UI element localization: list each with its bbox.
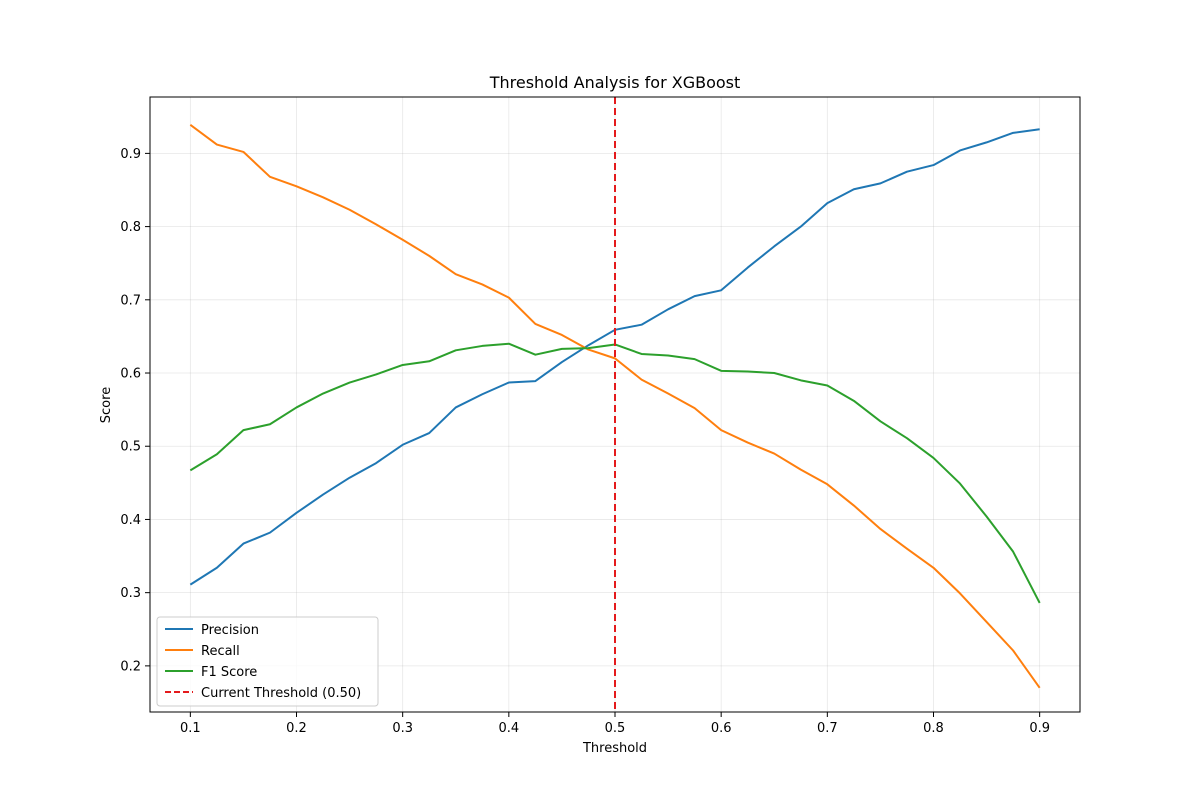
x-tick-label: 0.2: [286, 721, 307, 736]
y-axis-label: Score: [99, 387, 114, 423]
series-line-recall: [189, 124, 1041, 689]
y-tick-label: 0.3: [120, 586, 141, 601]
x-tick-label: 0.4: [498, 721, 519, 736]
x-tick-label: 0.9: [1029, 721, 1050, 736]
y-tick-label: 0.4: [120, 513, 141, 528]
x-tick-label: 0.7: [817, 721, 838, 736]
y-tick-label: 0.8: [120, 220, 141, 235]
legend-label-precision: Precision: [201, 623, 259, 638]
legend: Precision Recall F1 Score Current Thresh…: [156, 616, 379, 707]
legend-label-recall: Recall: [201, 644, 240, 659]
x-axis-ticks: 0.1 0.2 0.3 0.4 0.5 0.6 0.7 0.8 0.9: [180, 712, 1050, 736]
x-tick-label: 0.6: [711, 721, 732, 736]
y-tick-label: 0.6: [120, 367, 141, 382]
legend-label-f1-score: F1 Score: [201, 665, 257, 680]
y-tick-label: 0.2: [120, 659, 141, 674]
y-tick-label: 0.9: [120, 147, 141, 162]
x-tick-label: 0.1: [180, 721, 201, 736]
legend-label-threshold: Current Threshold (0.50): [201, 686, 361, 701]
y-tick-label: 0.7: [120, 293, 141, 308]
legend-box: [156, 616, 379, 707]
x-tick-label: 0.5: [605, 721, 626, 736]
chart-title: Threshold Analysis for XGBoost: [489, 73, 741, 92]
x-axis-label: Threshold: [582, 741, 647, 756]
x-tick-label: 0.3: [392, 721, 413, 736]
y-axis-ticks: 0.2 0.3 0.4 0.5 0.6 0.7 0.8 0.9: [120, 147, 150, 674]
y-tick-label: 0.5: [120, 440, 141, 455]
x-tick-label: 0.8: [923, 721, 944, 736]
